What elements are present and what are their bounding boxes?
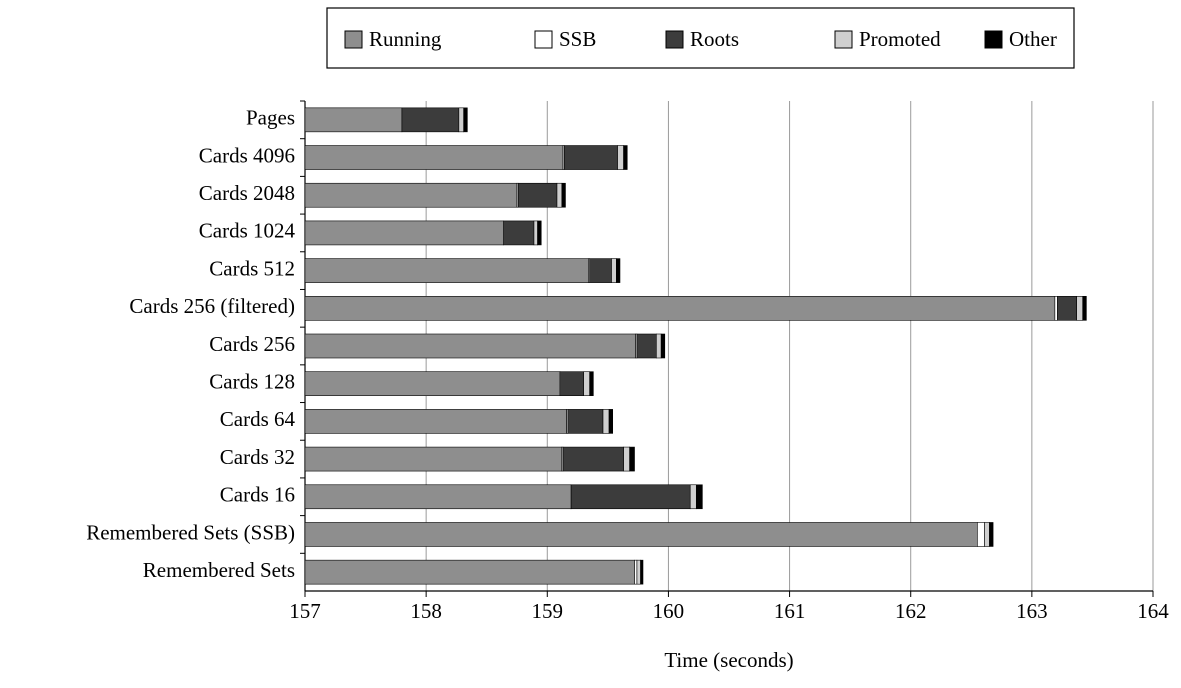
bar-segment xyxy=(589,258,612,283)
bar-segment xyxy=(567,409,604,434)
bar-segment xyxy=(304,333,637,359)
bar-segment xyxy=(556,182,563,208)
bar-segment xyxy=(304,446,563,472)
bar-segment xyxy=(617,145,624,170)
bar-segment xyxy=(304,145,564,170)
bar-segment xyxy=(561,182,566,208)
bar-segment xyxy=(629,446,635,472)
bar-segment xyxy=(304,484,571,510)
bar-segment xyxy=(989,522,994,547)
y-tick-label: Cards 512 xyxy=(209,256,295,280)
legend-label: Roots xyxy=(690,27,739,51)
x-tick-label: 159 xyxy=(532,599,564,623)
bar-segment xyxy=(611,258,617,283)
y-tick-label: Remembered Sets (SSB) xyxy=(86,520,295,544)
bar-segment xyxy=(583,371,590,396)
bar-segment xyxy=(304,107,403,133)
x-tick-label: 161 xyxy=(774,599,806,623)
bar-segment xyxy=(304,296,1056,321)
legend-label: Promoted xyxy=(859,27,941,51)
bar-segment xyxy=(602,409,610,434)
bar-segment xyxy=(304,559,635,585)
bar-segment xyxy=(304,220,504,246)
bar-segment xyxy=(616,258,621,283)
bar-segment xyxy=(503,220,535,246)
y-tick-label: Cards 256 (filtered) xyxy=(129,294,295,318)
legend-label: Other xyxy=(1009,27,1057,51)
x-tick-label: 158 xyxy=(410,599,442,623)
y-tick-label: Cards 256 xyxy=(209,332,295,356)
bar-segment xyxy=(563,145,618,170)
bar-segment xyxy=(304,409,567,434)
bar-segment xyxy=(977,522,985,547)
y-tick-label: Cards 2048 xyxy=(199,181,295,205)
legend-label: SSB xyxy=(559,27,596,51)
bar-segment xyxy=(304,522,978,547)
bar-segment xyxy=(463,107,468,133)
x-tick-label: 162 xyxy=(895,599,927,623)
bar-segment xyxy=(458,107,464,133)
bar-segment xyxy=(1056,296,1077,321)
x-tick-label: 157 xyxy=(289,599,321,623)
legend-label: Running xyxy=(369,27,442,51)
bar-segment xyxy=(571,484,691,510)
bar-segment xyxy=(562,446,624,472)
bar-segment xyxy=(1054,296,1058,321)
x-tick-label: 164 xyxy=(1137,599,1169,623)
bar-segment xyxy=(656,333,662,359)
y-tick-label: Cards 32 xyxy=(220,445,295,469)
y-tick-label: Remembered Sets xyxy=(143,558,295,582)
bar-segment xyxy=(640,559,644,585)
bar-segment xyxy=(608,409,614,434)
bar-segment xyxy=(984,522,990,547)
bar-segment xyxy=(589,371,594,396)
bar-segment xyxy=(660,333,666,359)
y-tick-label: Cards 16 xyxy=(220,483,295,507)
y-tick-label: Cards 64 xyxy=(220,407,296,431)
bar-segment xyxy=(304,371,560,396)
bar-segment xyxy=(304,182,518,208)
bar-segment xyxy=(636,333,657,359)
x-tick-label: 160 xyxy=(653,599,685,623)
legend-box xyxy=(326,7,1075,69)
bar-segment xyxy=(695,484,703,510)
bar-segment xyxy=(636,559,641,585)
bar-segment xyxy=(623,145,628,170)
bar-segment xyxy=(689,484,697,510)
bar-segment xyxy=(623,446,630,472)
bar-segment xyxy=(1082,296,1087,321)
bar-segment xyxy=(401,107,460,133)
y-tick-label: Cards 128 xyxy=(209,370,295,394)
y-tick-label: Cards 1024 xyxy=(199,219,296,243)
bar-segment xyxy=(634,559,638,585)
legend-swatch xyxy=(834,30,853,49)
bar-segment xyxy=(304,258,589,283)
bar-segment xyxy=(537,220,542,246)
legend-swatch xyxy=(534,30,553,49)
bar-segment xyxy=(517,182,558,208)
bar-segment xyxy=(1076,296,1084,321)
y-tick-label: Pages xyxy=(246,106,295,130)
bar-segment xyxy=(560,371,584,396)
x-axis-label: Time (seconds) xyxy=(664,648,793,672)
x-tick-label: 163 xyxy=(1016,599,1048,623)
legend-swatch xyxy=(665,30,684,49)
bar-segment xyxy=(533,220,538,246)
y-tick-label: Cards 4096 xyxy=(199,143,295,167)
legend-swatch xyxy=(344,30,363,49)
legend-swatch xyxy=(984,30,1003,49)
